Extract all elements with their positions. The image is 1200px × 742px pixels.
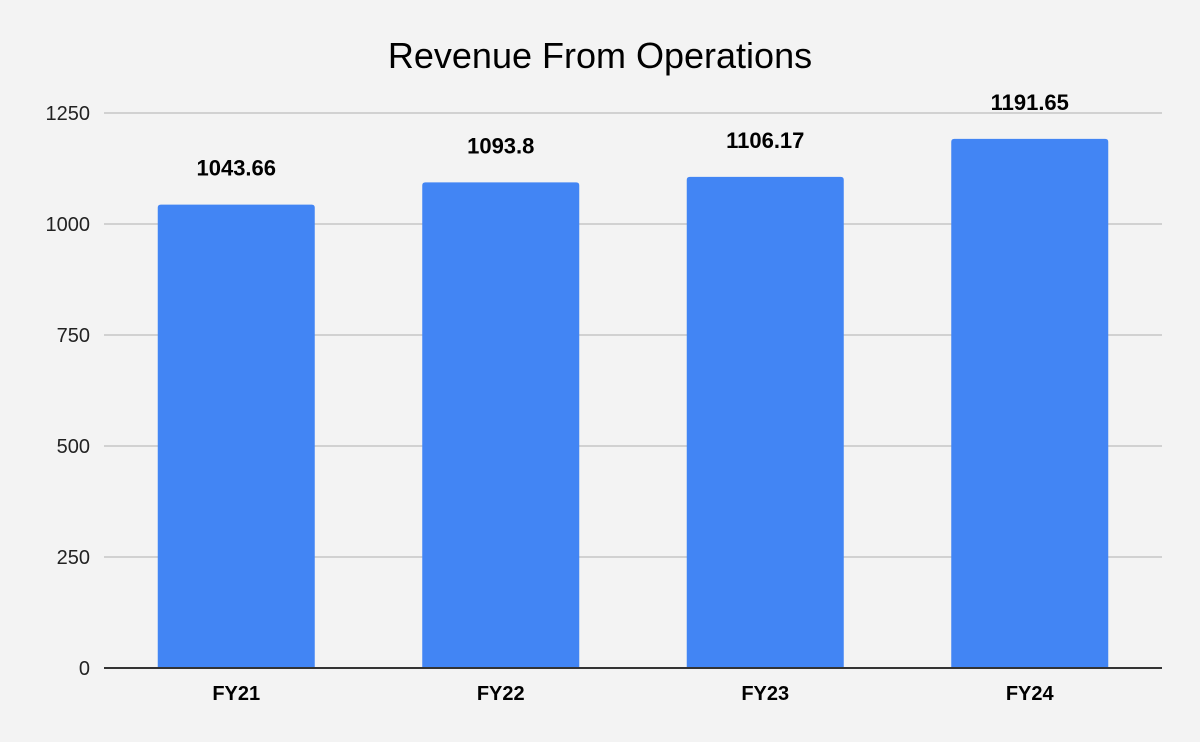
data-label-fy24: 1191.65	[991, 90, 1069, 115]
data-label-fy21: 1043.66	[196, 156, 276, 181]
data-label-fy22: 1093.8	[467, 133, 534, 158]
bar-fy22	[422, 182, 580, 669]
x-tick-label-fy23: FY23	[741, 683, 789, 705]
labels: 0 250 500 750 1000 1250 1043.66 FY21 1093.8 FY22 1…	[46, 90, 1069, 705]
bar-fy23	[686, 176, 844, 668]
x-tick-label-fy24: FY24	[1006, 683, 1055, 705]
y-tick-label: 250	[57, 547, 90, 569]
chart-title: Revenue From Operations	[388, 35, 812, 76]
bar-fy24	[951, 138, 1109, 668]
y-tick-label: 500	[57, 436, 90, 458]
y-tick-label: 0	[79, 658, 90, 680]
y-tick-label: 750	[57, 325, 90, 347]
x-tick-label-fy21: FY21	[212, 683, 260, 705]
y-tick-label: 1250	[46, 103, 91, 125]
x-tick-label-fy22: FY22	[477, 683, 525, 705]
data-label-fy23: 1106.17	[726, 128, 804, 153]
y-tick-label: 1000	[46, 214, 91, 236]
bar-fy21	[157, 204, 315, 668]
bars	[157, 138, 1109, 669]
